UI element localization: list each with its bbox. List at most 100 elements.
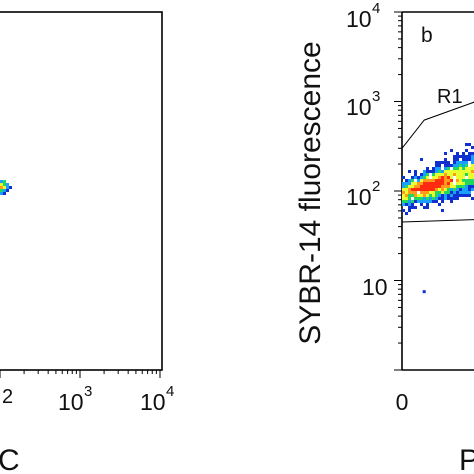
- density-cell: [423, 173, 426, 176]
- density-cell: [414, 173, 417, 176]
- density-cell: [426, 170, 429, 173]
- density-cell: [450, 200, 453, 203]
- density-cell: [456, 188, 459, 191]
- density-cell: [411, 194, 414, 197]
- density-cell: [423, 206, 426, 209]
- density-cell: [465, 161, 468, 164]
- density-cell: [471, 173, 474, 176]
- density-cell: [426, 176, 429, 179]
- density-cell: [462, 164, 465, 167]
- density-cell: [438, 179, 441, 182]
- density-cell: [408, 191, 411, 194]
- density-cell: [444, 173, 447, 176]
- density-cell: [450, 182, 453, 185]
- density-cell: [429, 191, 432, 194]
- density-cell: [441, 197, 444, 200]
- density-cell: [408, 188, 411, 191]
- density-cell: [432, 200, 435, 203]
- density-cell: [3, 189, 6, 192]
- density-cell: [447, 179, 450, 182]
- density-cell: [441, 173, 444, 176]
- density-cell: [456, 179, 459, 182]
- density-cell: [444, 167, 447, 170]
- density-cell: [471, 155, 474, 158]
- density-cell: [438, 167, 441, 170]
- density-cell: [459, 155, 462, 158]
- left-x-axis-label: C: [0, 444, 20, 474]
- density-cell: [462, 158, 465, 161]
- density-cell: [453, 155, 456, 158]
- density-cell: [402, 176, 405, 179]
- density-cell: [411, 176, 414, 179]
- density-cell: [471, 167, 474, 170]
- density-cell: [432, 182, 435, 185]
- density-cell: [417, 194, 420, 197]
- right-density-cloud: [402, 143, 474, 215]
- density-cell: [435, 170, 438, 173]
- density-cell: [444, 182, 447, 185]
- density-cell: [453, 170, 456, 173]
- left-xtick-label-2: 2: [2, 386, 13, 408]
- density-cell: [438, 203, 441, 206]
- density-cell: [426, 200, 429, 203]
- density-cell: [402, 188, 405, 191]
- density-cell: [411, 179, 414, 182]
- density-cell: [0, 186, 3, 189]
- density-cell: [432, 176, 435, 179]
- density-cell: [420, 158, 423, 161]
- density-cell: [429, 194, 432, 197]
- density-cell: [462, 167, 465, 170]
- density-cell: [465, 164, 468, 167]
- density-cell: [408, 203, 411, 206]
- left-xtick-label-1000: 10 3: [58, 383, 92, 415]
- density-cell: [450, 164, 453, 167]
- density-cell: [462, 152, 465, 155]
- density-cell: [429, 197, 432, 200]
- density-cell: [435, 176, 438, 179]
- density-cell: [438, 176, 441, 179]
- density-cell: [453, 164, 456, 167]
- density-cell: [429, 170, 432, 173]
- density-cell: [471, 176, 474, 179]
- density-cell: [405, 188, 408, 191]
- density-cell: [453, 158, 456, 161]
- density-cell: [435, 173, 438, 176]
- density-cell: [462, 179, 465, 182]
- density-cell: [450, 191, 453, 194]
- density-cell: [408, 185, 411, 188]
- density-cell: [462, 188, 465, 191]
- density-cell: [462, 173, 465, 176]
- density-cell: [459, 185, 462, 188]
- density-cell: [0, 192, 3, 195]
- density-cell: [471, 161, 474, 164]
- density-cell: [420, 176, 423, 179]
- density-cell: [420, 191, 423, 194]
- density-cell: [420, 194, 423, 197]
- density-cell: [435, 191, 438, 194]
- density-cell: [471, 197, 474, 200]
- right-ytick-label-100: 10 2: [346, 178, 380, 210]
- density-cell: [453, 185, 456, 188]
- density-cell: [429, 188, 432, 191]
- density-cell: [438, 191, 441, 194]
- density-cell: [459, 173, 462, 176]
- density-cell: [456, 164, 459, 167]
- panel-label-b: b: [421, 24, 433, 47]
- density-cell: [438, 161, 441, 164]
- svg-text:2: 2: [372, 178, 380, 195]
- density-cell: [408, 179, 411, 182]
- svg-text:4: 4: [372, 0, 380, 17]
- density-cell: [402, 203, 405, 206]
- density-cell: [441, 182, 444, 185]
- density-cell: [3, 180, 6, 183]
- density-cell: [462, 161, 465, 164]
- density-cell: [3, 192, 6, 195]
- density-cell: [444, 179, 447, 182]
- density-cell: [402, 200, 405, 203]
- density-cell: [459, 170, 462, 173]
- density-cell: [9, 186, 12, 189]
- density-cell: [453, 167, 456, 170]
- density-cell: [405, 191, 408, 194]
- density-cell: [420, 182, 423, 185]
- density-cell: [441, 161, 444, 164]
